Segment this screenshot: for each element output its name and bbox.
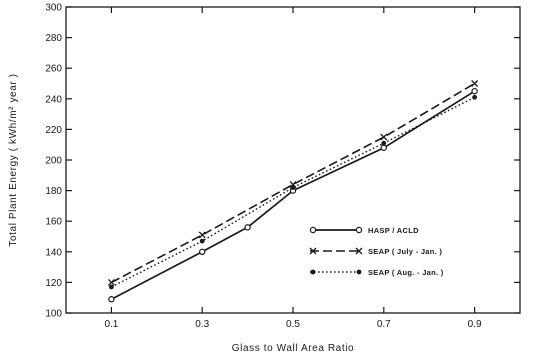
data-point: [107, 278, 115, 286]
data-point: [109, 284, 114, 290]
x-tick-label: 0.5: [286, 319, 300, 330]
x-tick-label: 0.9: [468, 319, 482, 330]
y-tick-label: 180: [45, 186, 62, 197]
series-layer: [107, 80, 479, 303]
data-point: [380, 133, 388, 141]
data-point: [290, 185, 296, 190]
y-tick-label: 160: [45, 217, 62, 228]
y-tick-label: 260: [45, 64, 62, 75]
legend-marker-start: [309, 226, 317, 234]
legend-label-1: HASP / ACLD: [368, 226, 419, 235]
legend-marker-end: [356, 269, 362, 275]
legend-label-3: SEAP ( Aug. - Jan. ): [368, 268, 444, 277]
y-tick-label: 100: [45, 309, 62, 320]
data-point: [471, 87, 478, 95]
series-line-1: [111, 90, 476, 300]
data-point: [244, 224, 251, 231]
legend-marker-end: [355, 226, 363, 234]
series-line-2: [111, 82, 476, 284]
x-tick-label: 0.3: [195, 319, 209, 330]
y-tick-label: 120: [45, 278, 62, 289]
data-point: [381, 140, 387, 146]
y-tick-label: 300: [45, 3, 62, 14]
data-point: [198, 248, 206, 255]
y-tick-label: 220: [45, 125, 62, 136]
x-tick-label: 0.1: [104, 319, 118, 330]
x-axis-title: Glass to Wall Area Ratio: [232, 343, 354, 354]
y-tick-label: 240: [45, 94, 62, 105]
legend-label-2: SEAP ( July - Jan. ): [368, 247, 442, 256]
y-tick-label: 140: [45, 247, 62, 258]
series-2: [107, 80, 479, 286]
data-point: [380, 144, 387, 151]
data-point: [108, 296, 115, 303]
legend-marker-end: [355, 247, 363, 255]
legend-marker-start: [309, 247, 317, 255]
legend-marker-start: [310, 269, 316, 275]
y-tick-label: 280: [45, 33, 62, 44]
data-point: [471, 80, 479, 87]
series-1: [108, 87, 478, 303]
legend: HASP / ACLD SEAP ( July - Jan. ) SEAP ( Au…: [309, 226, 444, 277]
series-3: [109, 94, 477, 290]
y-axis-title: Total Plant Energy ( kWh/m² year ): [8, 73, 19, 246]
x-tick-label: 0.7: [377, 319, 391, 330]
y-tick-label: 200: [45, 156, 62, 167]
data-point: [472, 94, 477, 100]
ticks-layer: 100 120 140 160 180 200 220 240 260 280 300 0.1 0.3 0…: [45, 3, 520, 330]
data-point: [198, 231, 206, 239]
plot-frame: [65, 6, 521, 314]
data-point: [199, 238, 205, 244]
